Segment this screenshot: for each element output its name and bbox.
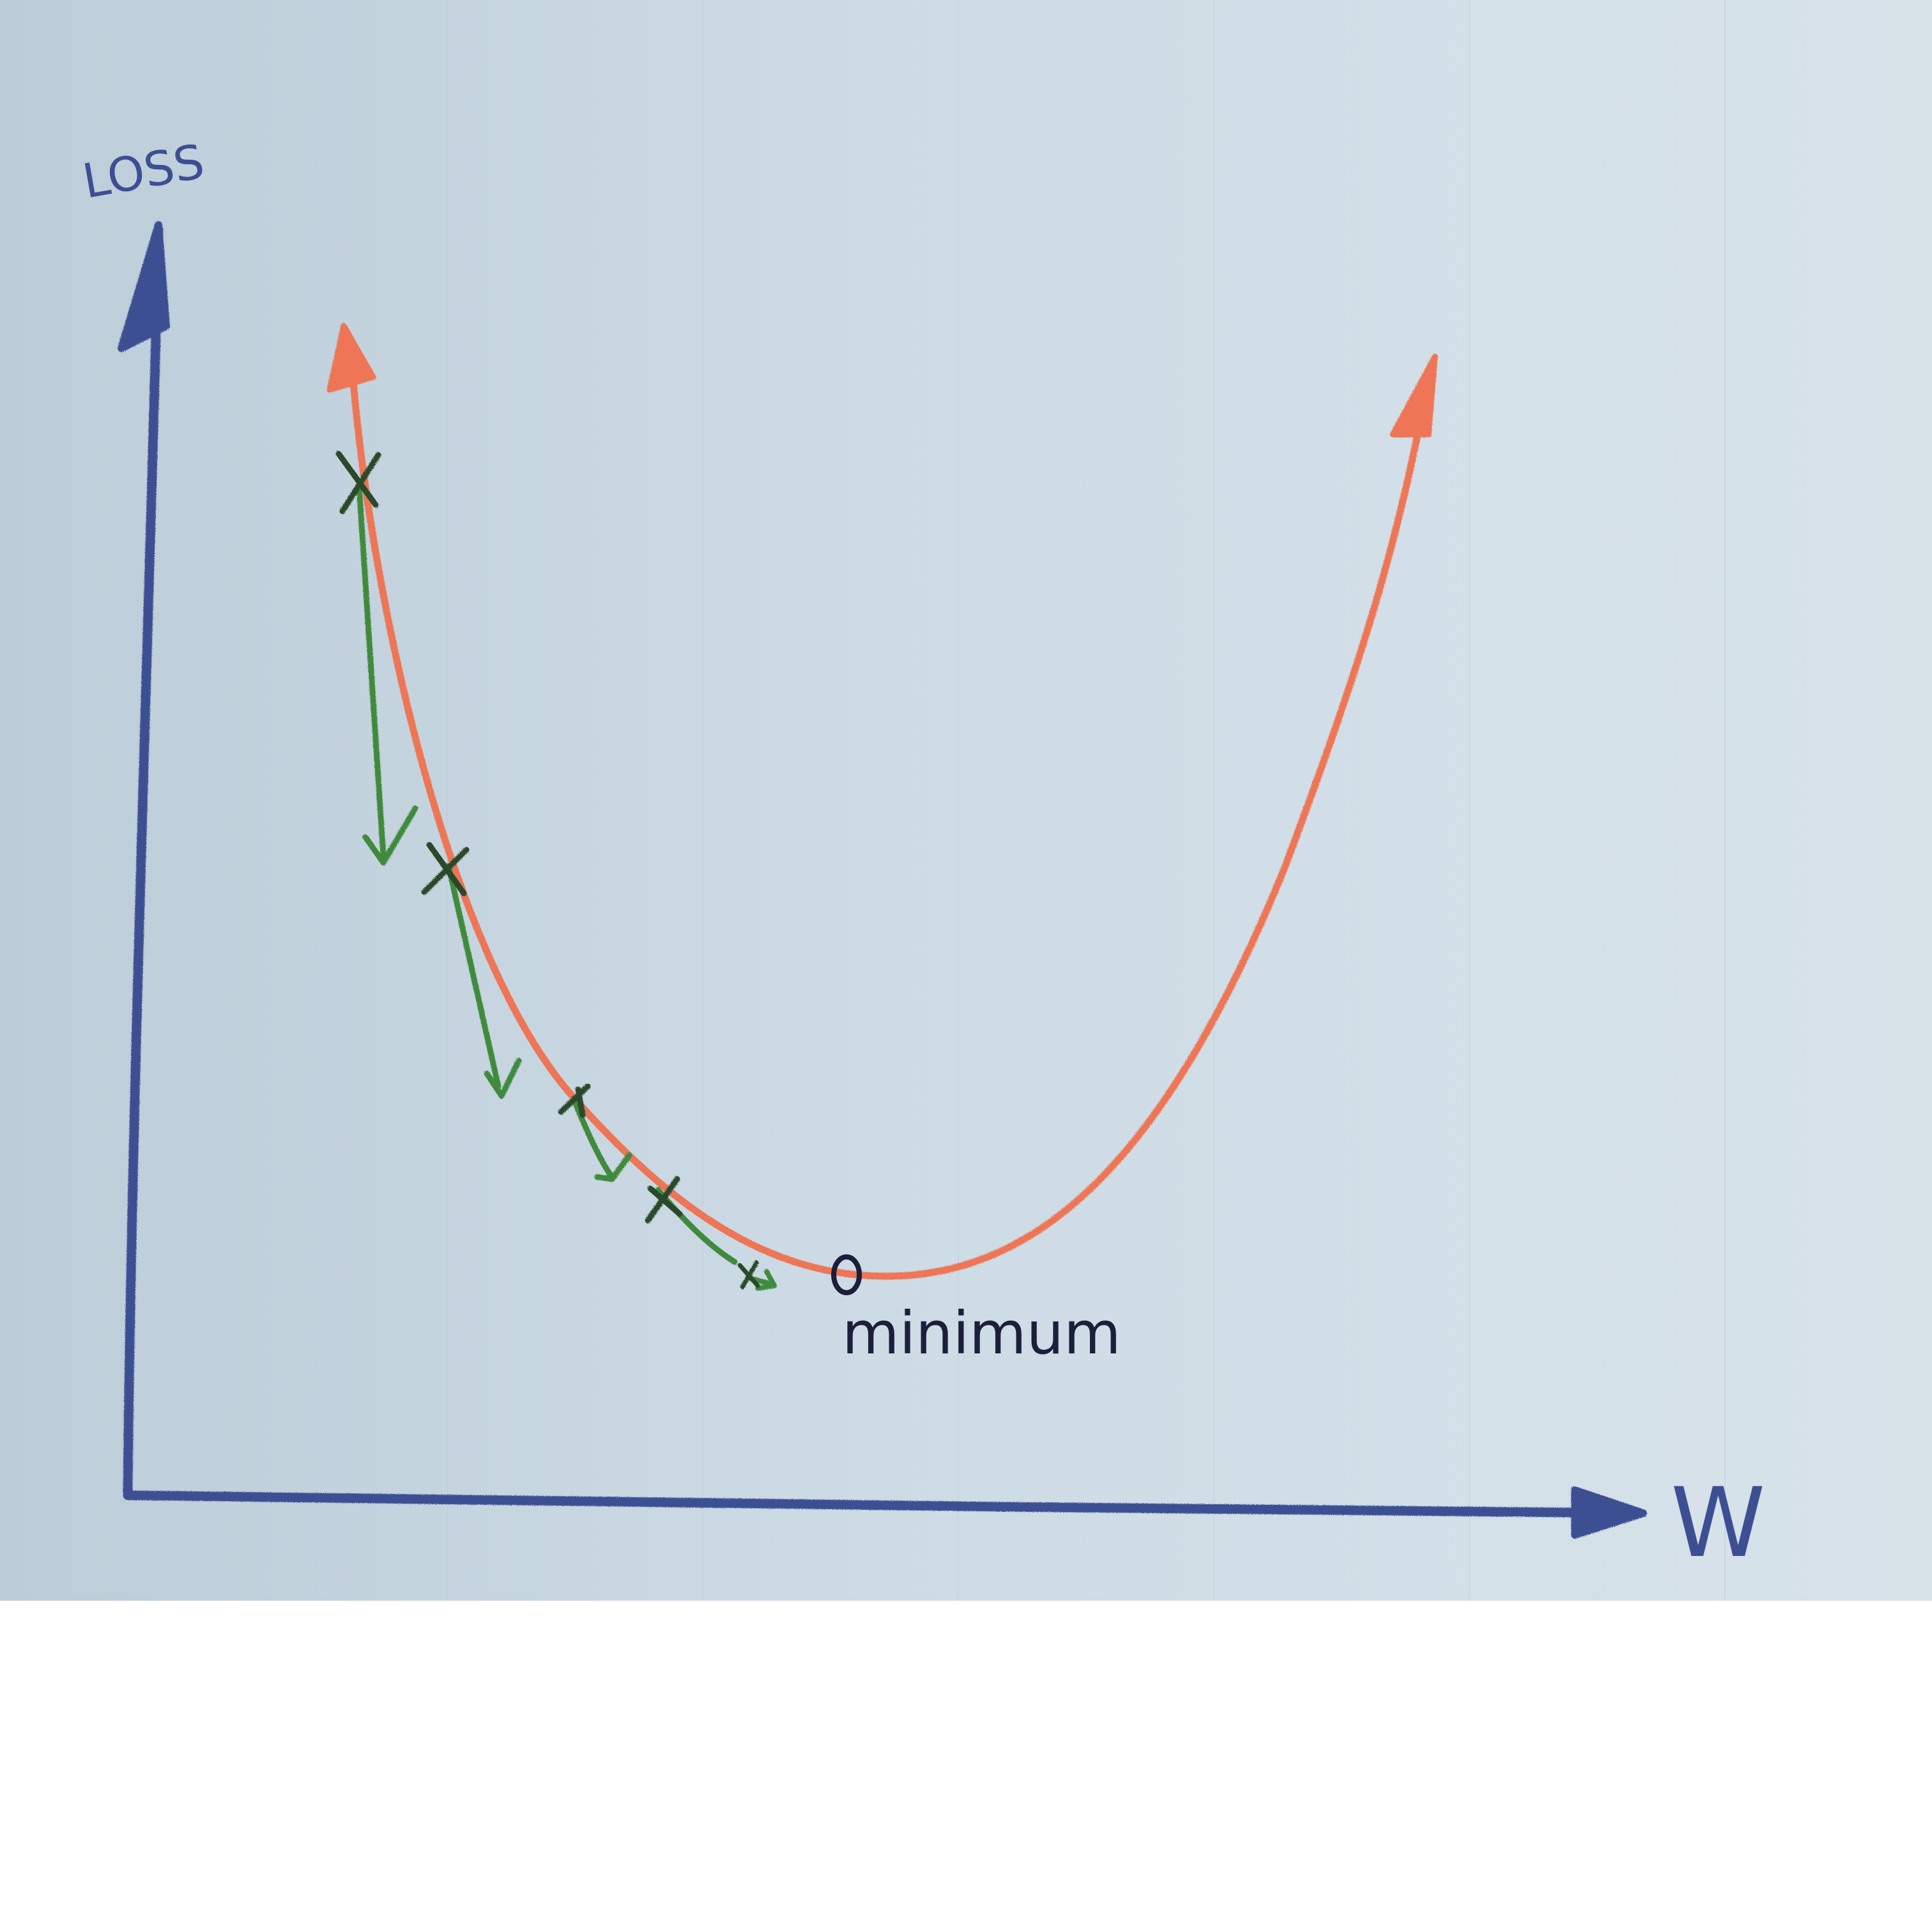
curve-left-arrowhead	[326, 323, 376, 393]
minimum-label: minimum	[842, 1299, 1121, 1367]
step-mark-2	[421, 842, 470, 897]
curve-right-arrowhead	[1390, 353, 1438, 438]
gradient-steps	[356, 482, 777, 1291]
paper-grain	[191, 0, 1726, 1601]
paper-background	[0, 0, 1932, 1601]
x-axis-line	[123, 1490, 1641, 1518]
x-axis-label: W	[1671, 1468, 1765, 1579]
step-mark-5	[737, 1260, 760, 1290]
loss-curve-line	[346, 335, 1435, 1280]
step-marks	[335, 450, 760, 1290]
y-axis-line	[123, 225, 164, 1497]
step-mark-4	[645, 1176, 683, 1224]
x-axis-arrowhead	[1571, 1486, 1647, 1539]
step-arrow-2	[445, 863, 522, 1099]
axes	[118, 221, 1647, 1539]
step-arrow-3	[571, 1096, 632, 1182]
minimum-point	[831, 1254, 862, 1295]
loss-curve	[326, 323, 1438, 1280]
y-axis-arrowhead	[118, 221, 170, 352]
step-arrow-1	[356, 482, 418, 866]
step-mark-3	[558, 1083, 591, 1118]
step-mark-1	[335, 450, 381, 514]
